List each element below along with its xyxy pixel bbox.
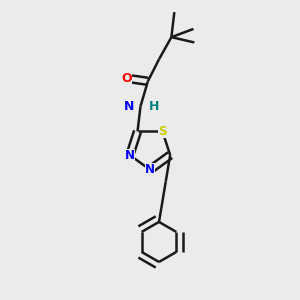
- Text: S: S: [158, 125, 167, 138]
- Text: N: N: [125, 148, 135, 162]
- Text: O: O: [121, 73, 132, 85]
- Text: N: N: [124, 100, 134, 113]
- Text: H: H: [149, 100, 159, 113]
- Text: N: N: [145, 163, 155, 176]
